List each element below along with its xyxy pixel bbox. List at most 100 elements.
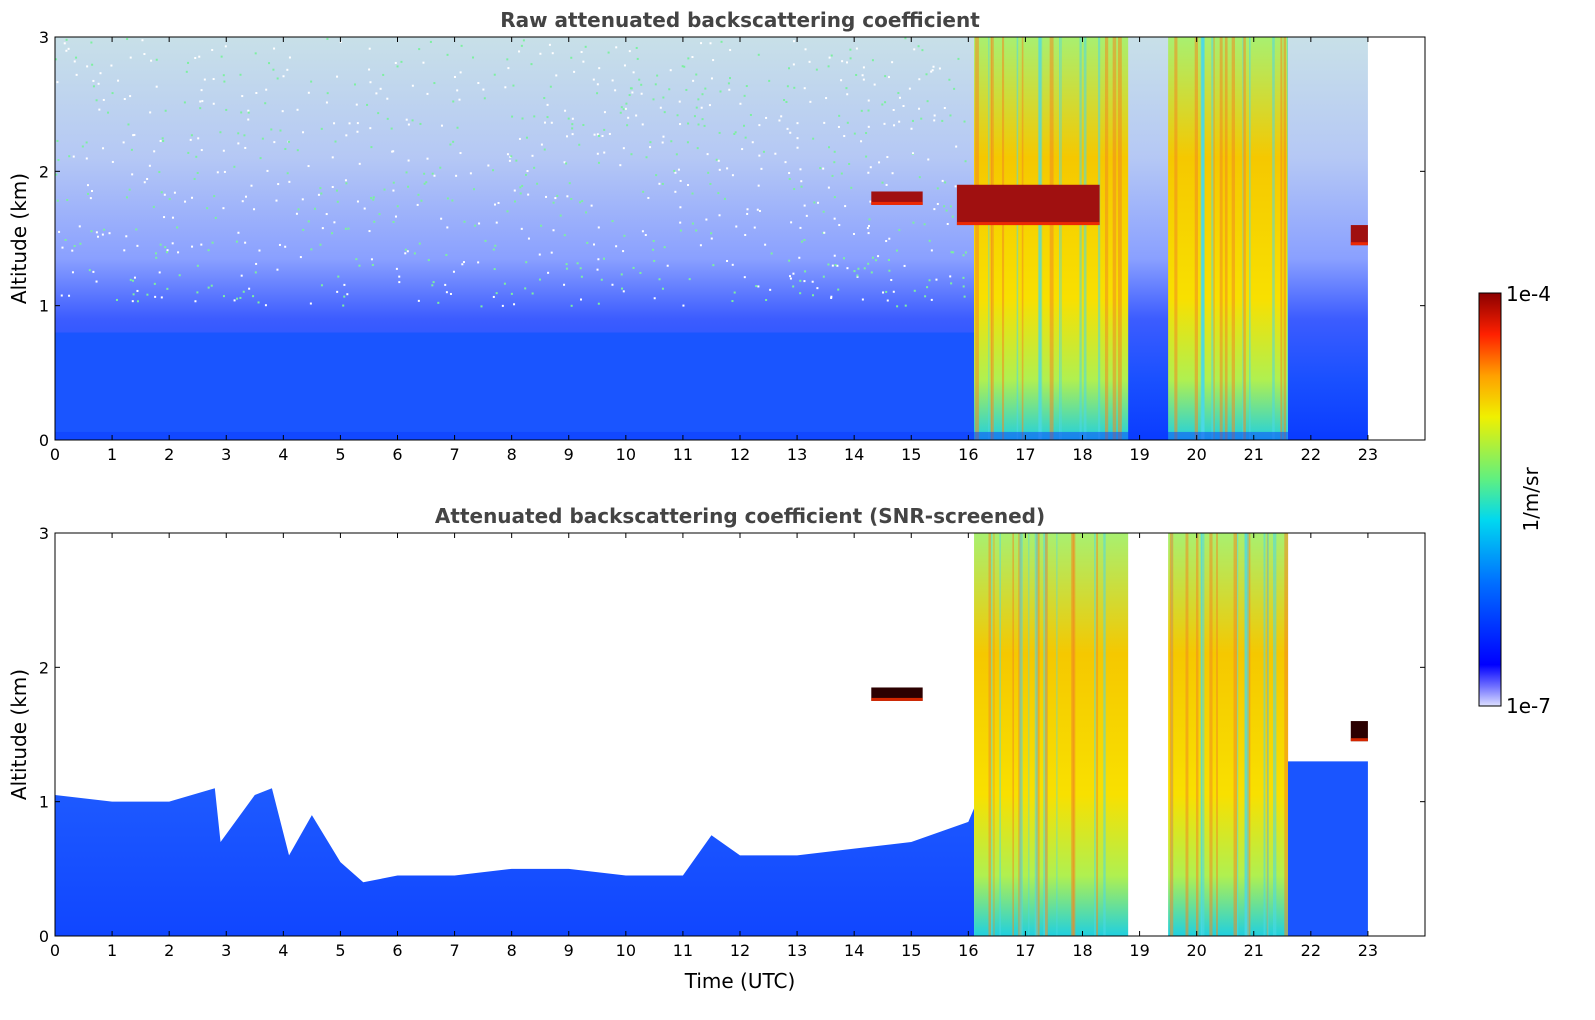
noise-speck xyxy=(649,141,652,144)
noise-speck xyxy=(506,210,509,213)
noise-speck xyxy=(811,294,814,297)
precip-streak xyxy=(1104,37,1109,440)
noise-speck xyxy=(276,77,279,80)
noise-speck xyxy=(382,73,385,76)
precip-streak xyxy=(1243,37,1246,440)
noise-speck xyxy=(405,118,408,121)
noise-speck xyxy=(55,58,58,61)
noise-speck xyxy=(718,168,721,171)
noise-speck xyxy=(439,166,442,169)
noise-speck xyxy=(744,136,747,139)
noise-speck xyxy=(540,224,543,227)
noise-speck xyxy=(868,218,871,221)
noise-speck xyxy=(799,168,802,171)
noise-speck xyxy=(888,76,891,79)
noise-speck xyxy=(270,128,273,131)
noise-speck xyxy=(827,65,830,68)
noise-speck xyxy=(254,52,257,55)
noise-speck xyxy=(102,98,105,101)
precip-streak xyxy=(1001,37,1005,440)
noise-speck xyxy=(386,117,389,120)
y-tick-label: 1 xyxy=(39,297,49,316)
noise-speck xyxy=(636,57,639,60)
noise-speck xyxy=(337,275,340,278)
precip-streak xyxy=(1079,37,1082,440)
noise-speck xyxy=(681,65,684,68)
noise-speck xyxy=(652,239,655,242)
noise-speck xyxy=(333,122,336,125)
precip-streak xyxy=(1280,37,1283,440)
x-tick-label: 18 xyxy=(1072,445,1092,464)
noise-speck xyxy=(626,124,629,127)
noise-speck xyxy=(419,122,422,125)
noise-speck xyxy=(288,56,291,59)
noise-speck xyxy=(641,123,644,126)
noise-speck xyxy=(250,184,253,187)
x-tick-label: 4 xyxy=(278,941,288,960)
x-tick-label: 15 xyxy=(901,445,921,464)
noise-speck xyxy=(817,201,820,204)
noise-speck xyxy=(513,200,516,203)
y-tick-label: 2 xyxy=(39,162,49,181)
noise-speck xyxy=(123,98,126,101)
noise-speck xyxy=(331,185,334,188)
noise-speck xyxy=(255,91,258,94)
x-tick-label: 17 xyxy=(1015,445,1035,464)
noise-speck xyxy=(931,69,934,72)
precip-streak xyxy=(1098,37,1101,440)
noise-speck xyxy=(943,107,946,110)
noise-speck xyxy=(194,300,197,303)
precip-streak xyxy=(1117,37,1122,440)
noise-speck xyxy=(61,246,64,249)
noise-speck xyxy=(155,85,158,88)
noise-speck xyxy=(75,73,78,76)
noise-speck xyxy=(551,52,554,55)
noise-speck xyxy=(135,228,138,231)
colorbar-min-label: 1e-7 xyxy=(1506,694,1551,718)
noise-speck xyxy=(495,292,498,295)
noise-speck xyxy=(849,57,852,60)
noise-speck xyxy=(122,141,125,144)
noise-speck xyxy=(71,271,74,274)
noise-speck xyxy=(846,93,849,96)
noise-speck xyxy=(437,301,440,304)
noise-speck xyxy=(762,150,765,153)
noise-speck xyxy=(495,221,498,224)
noise-speck xyxy=(125,235,128,238)
noise-speck xyxy=(56,199,59,202)
noise-speck xyxy=(236,297,239,300)
noise-speck xyxy=(129,95,132,98)
noise-speck xyxy=(335,189,338,192)
noise-speck xyxy=(394,215,397,218)
noise-speck xyxy=(602,257,605,260)
noise-speck xyxy=(194,57,197,60)
noise-speck xyxy=(949,275,952,278)
precip-streak xyxy=(1059,37,1061,440)
noise-speck xyxy=(796,146,799,149)
x-axis: 0 1 2 3 4 5 6 7 8 9 10 11 12 13 14 15 16 17 18 19 20 21 22 23 xyxy=(50,533,1378,960)
noise-speck xyxy=(571,133,574,136)
noise-speck xyxy=(67,47,70,50)
noise-speck xyxy=(677,168,680,171)
noise-speck xyxy=(299,256,302,259)
noise-speck xyxy=(941,119,944,122)
noise-speck xyxy=(715,158,718,161)
noise-speck xyxy=(326,92,329,95)
noise-speck xyxy=(111,160,114,163)
noise-speck xyxy=(237,231,240,234)
precip-streak xyxy=(1249,37,1251,440)
noise-speck xyxy=(628,94,631,97)
noise-speck xyxy=(746,208,749,211)
noise-speck xyxy=(103,228,106,231)
noise-speck xyxy=(86,184,89,187)
noise-speck xyxy=(477,261,480,264)
noise-speck xyxy=(355,258,358,261)
noise-speck xyxy=(709,182,712,185)
precip-streak xyxy=(1242,37,1244,440)
noise-speck xyxy=(493,268,496,271)
noise-speck xyxy=(102,147,105,150)
noise-speck xyxy=(898,229,901,232)
noise-speck xyxy=(392,189,395,192)
noise-speck xyxy=(356,122,359,125)
precip-streak xyxy=(1083,37,1087,440)
